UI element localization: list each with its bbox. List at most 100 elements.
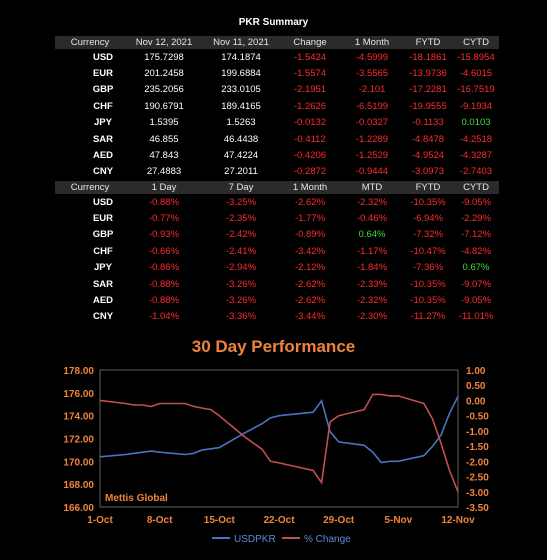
x-tick-label: 15-Oct (204, 515, 236, 526)
value-cell: -0.88% (148, 295, 180, 307)
value-cell: -0.93% (148, 229, 180, 241)
value-cell: 174.1874 (221, 51, 261, 63)
value-cell: -6.94% (412, 213, 444, 225)
value-cell: -0.89% (294, 229, 326, 241)
y-left-tick-label: 172.00 (63, 435, 94, 446)
x-tick-label: 5-Nov (384, 515, 412, 526)
value-cell: -7.12% (460, 229, 492, 241)
value-cell: -6.5199 (355, 100, 389, 112)
value-cell: -1.5424 (293, 51, 327, 63)
value-cell: 47.843 (149, 150, 179, 162)
table-row: CHF 190.6791 189.4165 -1.2626 -6.5199 -19.955… (55, 98, 499, 114)
value-cell: -2.30% (356, 311, 388, 323)
value-cell: -4.8478 (411, 133, 445, 145)
value-cell: -19.9555 (409, 100, 447, 112)
table-row: AED 47.843 47.4224 -0.4206 -1.2529 -4.9524 -4.… (55, 147, 499, 163)
value-cell: 47.4224 (223, 150, 259, 162)
value-cell: -4.9524 (411, 150, 445, 162)
table-row: CHF -0.66% -2.41% -3.42% -1.17% -10.47% -4.82% (55, 243, 499, 259)
value-cell: -0.4206 (293, 150, 327, 162)
table-row: SAR 46.855 46.4438 -0.4112 -1.2289 -4.8478 -4.… (55, 131, 499, 147)
value-cell: 46.855 (149, 133, 179, 145)
value-cell: -1.5574 (293, 68, 327, 80)
y-right-tick-label: -3.00 (466, 488, 489, 499)
value-cell: -2.101 (358, 84, 386, 96)
y-right-tick-label: -3.50 (466, 503, 489, 514)
table-row: JPY -0.86% -2.94% -2.12% -1.84% -7.36% 0.67% (55, 260, 499, 276)
x-tick-label: 22-Oct (263, 515, 295, 526)
value-cell: -9.05% (460, 196, 492, 208)
table-row: CNY 27.4883 27.2011 -0.2872 -0.9444 -3.0973 -2… (55, 164, 499, 180)
value-cell: 0.64% (358, 229, 386, 241)
value-cell: -10.47% (410, 245, 446, 257)
value-cell: -2.42% (225, 229, 257, 241)
value-cell: -2.62% (294, 278, 326, 290)
value-cell: -2.62% (294, 295, 326, 307)
value-cell: -0.1133 (412, 117, 444, 129)
x-tick-label: 29-Oct (323, 515, 355, 526)
value-cell: -7.36% (412, 262, 444, 274)
summary-title: PKR Summary (238, 17, 309, 28)
value-cell: -2.62% (294, 196, 326, 208)
currency-cell: CHF (93, 245, 113, 257)
table-row: AED -0.88% -3.26% -2.62% -2.32% -10.35% -9.05% (55, 292, 499, 308)
value-cell: -2.41% (225, 245, 257, 257)
value-cell: -0.66% (148, 245, 180, 257)
table-row: GBP 235.2056 233.0105 -2.1951 -2.101 -17.2281… (55, 82, 499, 98)
column-header: MTD (341, 181, 403, 194)
currency-cell: CNY (92, 311, 114, 323)
value-cell: -9.07% (460, 278, 492, 290)
value-cell: -0.4112 (294, 133, 326, 145)
column-header: Nov 12, 2021 (125, 36, 203, 49)
value-cell: -0.86% (148, 262, 180, 274)
series-line-change (99, 393, 459, 493)
value-cell: -10.35% (410, 196, 446, 208)
currency-cell: USD (92, 51, 114, 63)
x-tick-label: 1-Oct (87, 515, 113, 526)
value-cell: -1.2289 (355, 133, 389, 145)
column-header: CYTD (453, 36, 499, 49)
table-row: USD -0.88% -3.25% -2.62% -2.32% -10.35% -9.05% (55, 194, 499, 210)
y-left-tick-label: 174.00 (63, 412, 94, 423)
value-cell: 0.0103 (461, 117, 491, 129)
series-line-usdpkr (99, 395, 459, 464)
value-cell: -2.35% (225, 213, 257, 225)
y-right-tick-label: -0.50 (466, 412, 489, 423)
y-right-tick-label: 0.50 (466, 381, 486, 392)
y-left-tick-label: 170.00 (63, 457, 94, 468)
value-cell: -3.44% (294, 311, 326, 323)
value-cell: 233.0105 (221, 84, 261, 96)
plot-area (99, 369, 459, 508)
value-cell: -0.88% (148, 278, 180, 290)
value-cell: -16.7519 (457, 84, 495, 96)
currency-cell: AED (92, 150, 114, 162)
y-right-tick-label: -2.50 (466, 473, 489, 484)
column-header: 1 Month (279, 181, 341, 194)
value-cell: -1.17% (356, 245, 388, 257)
value-cell: -0.2872 (293, 166, 327, 178)
value-cell: 190.6791 (144, 100, 184, 112)
value-cell: -3.25% (225, 196, 257, 208)
column-header: 7 Day (203, 181, 279, 194)
x-tick-label: 12-Nov (441, 515, 475, 526)
value-cell: -17.2281 (409, 84, 447, 96)
value-cell: -2.32% (356, 295, 388, 307)
currency-cell: CNY (92, 166, 114, 178)
value-cell: -0.46% (356, 213, 388, 225)
value-cell: 27.4883 (146, 166, 182, 178)
value-cell: -2.32% (356, 196, 388, 208)
value-cell: -9.05% (460, 295, 492, 307)
table-row: SAR -0.88% -3.26% -2.62% -2.33% -10.35% -9.07% (55, 276, 499, 292)
currency-cell: GBP (92, 84, 114, 96)
value-cell: 235.2056 (144, 84, 184, 96)
pkr-percent-table: Currency 1 Day 7 Day 1 Month MTD FYTD CYTD USD… (55, 181, 499, 325)
column-header: Currency (55, 181, 125, 194)
table-row: GBP -0.93% -2.42% -0.89% 0.64% -7.32% -7.12% (55, 227, 499, 243)
value-cell: -2.94% (225, 262, 257, 274)
y-right-tick-label: 0.00 (466, 396, 486, 407)
currency-cell: JPY (94, 262, 112, 274)
x-tick-label: 8-Oct (147, 515, 173, 526)
y-right-tick-label: -1.50 (466, 442, 489, 453)
value-cell: -4.82% (460, 245, 492, 257)
value-cell: -1.84% (356, 262, 388, 274)
